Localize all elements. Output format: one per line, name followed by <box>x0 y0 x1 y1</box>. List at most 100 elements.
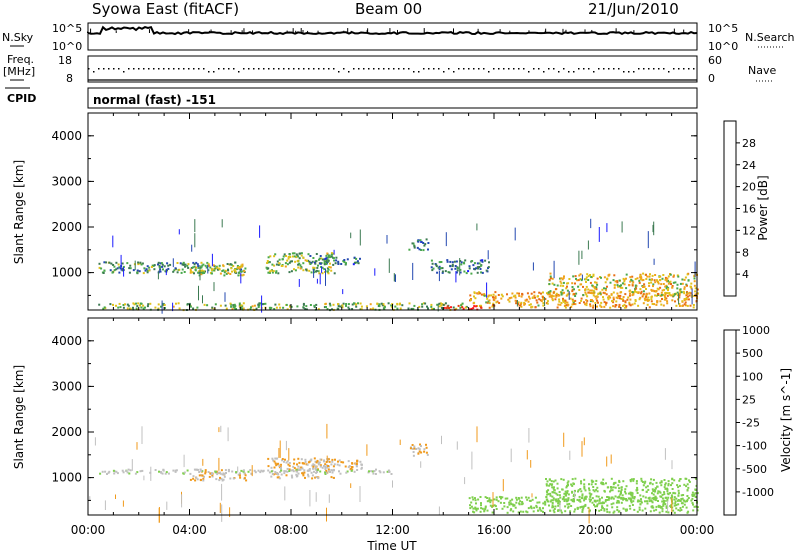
echo-cell <box>569 510 572 513</box>
echo-cell <box>204 270 206 273</box>
echo-cell <box>644 507 647 510</box>
echo-cell <box>652 493 655 496</box>
echo-cell <box>474 507 477 510</box>
echo-cell <box>594 483 597 486</box>
echo-cell <box>617 484 620 487</box>
echo-cell <box>678 479 681 482</box>
echo-cell <box>616 292 619 295</box>
echo-cell <box>630 499 632 502</box>
echo-cell <box>139 304 141 307</box>
echo-cell <box>240 270 243 273</box>
echo-streak <box>652 224 654 233</box>
echo-cell <box>337 305 340 308</box>
echo-cell <box>314 262 317 265</box>
echo-cell <box>558 300 561 303</box>
echo-cell <box>674 281 677 284</box>
echo-cell <box>296 463 298 466</box>
echo-cell <box>645 486 648 489</box>
echo-cell <box>436 271 439 274</box>
echo-cell <box>300 252 303 255</box>
echo-cell <box>113 265 116 268</box>
echo-cell <box>203 303 206 306</box>
echo-cell <box>157 263 159 266</box>
echo-cell <box>681 278 684 281</box>
echo-cell <box>497 500 500 503</box>
echo-cell <box>684 301 687 304</box>
echo-cell <box>483 293 486 296</box>
echo-cell <box>178 268 181 271</box>
nave-dot <box>128 68 130 70</box>
echo-cell <box>441 267 444 270</box>
echo-cell <box>653 279 656 282</box>
echo-cell <box>681 497 684 500</box>
echo-cell <box>613 482 616 484</box>
echo-cell <box>660 283 663 286</box>
echo-cell <box>538 501 541 504</box>
echo-cell <box>593 286 596 289</box>
echo-cell <box>368 470 370 473</box>
echo-cell <box>630 478 633 481</box>
echo-cell <box>277 462 280 465</box>
echo-streak <box>412 262 414 280</box>
echo-cell <box>676 283 679 286</box>
echo-cell <box>369 308 372 311</box>
echo-cell <box>201 470 204 473</box>
echo-cell <box>634 278 637 281</box>
x-tick-label: 00:00 <box>680 523 715 537</box>
echo-cell <box>584 288 587 291</box>
echo-cell <box>448 307 450 309</box>
nave-dot <box>448 68 450 70</box>
echo-cell <box>643 285 646 288</box>
echo-cell <box>454 267 457 270</box>
echo-cell <box>690 287 693 290</box>
echo-cell <box>326 252 329 255</box>
echo-cell <box>593 287 596 290</box>
y-tick-label: 1000 <box>51 471 82 485</box>
echo-cell <box>238 474 241 477</box>
echo-cell <box>519 304 522 307</box>
echo-cell <box>129 307 132 310</box>
echo-cell <box>692 306 695 309</box>
echo-cell <box>670 484 672 487</box>
echo-cell <box>273 264 276 267</box>
echo-cell <box>503 505 506 508</box>
echo-cell <box>302 256 305 259</box>
echo-cell <box>549 509 552 512</box>
echo-streak <box>191 244 193 252</box>
echo-streak <box>285 440 287 451</box>
echo-cell <box>304 476 306 479</box>
nave-dot <box>523 68 525 70</box>
echo-cell <box>411 447 414 450</box>
echo-cell <box>650 500 653 503</box>
echo-cell <box>542 304 545 307</box>
echo-cell <box>318 257 321 260</box>
echo-cell <box>629 480 632 483</box>
echo-cell <box>576 498 579 501</box>
echo-cell <box>677 499 680 501</box>
echo-cell <box>673 511 676 514</box>
echo-cell <box>225 307 228 310</box>
echo-cell <box>571 298 574 301</box>
echo-cell <box>552 291 555 294</box>
echo-cell <box>673 504 676 507</box>
echo-cell <box>571 288 574 291</box>
echo-cell <box>594 302 597 304</box>
echo-cell <box>572 302 575 305</box>
nave-dot <box>288 68 290 70</box>
echo-cell <box>139 470 142 473</box>
echo-cell <box>267 256 270 259</box>
echo-cell <box>612 511 615 514</box>
echo-cell <box>601 506 604 509</box>
colorbar-tick-label: -25 <box>742 417 760 430</box>
echo-cell <box>451 263 454 266</box>
nave-dot <box>623 71 625 73</box>
echo-cell <box>548 484 551 487</box>
echo-cell <box>648 284 651 287</box>
echo-cell <box>655 303 658 306</box>
echo-cell <box>604 287 607 290</box>
echo-cell <box>259 302 262 305</box>
echo-cell <box>618 479 621 482</box>
echo-cell <box>279 306 282 309</box>
echo-cell <box>184 265 187 268</box>
echo-streak <box>350 232 352 239</box>
